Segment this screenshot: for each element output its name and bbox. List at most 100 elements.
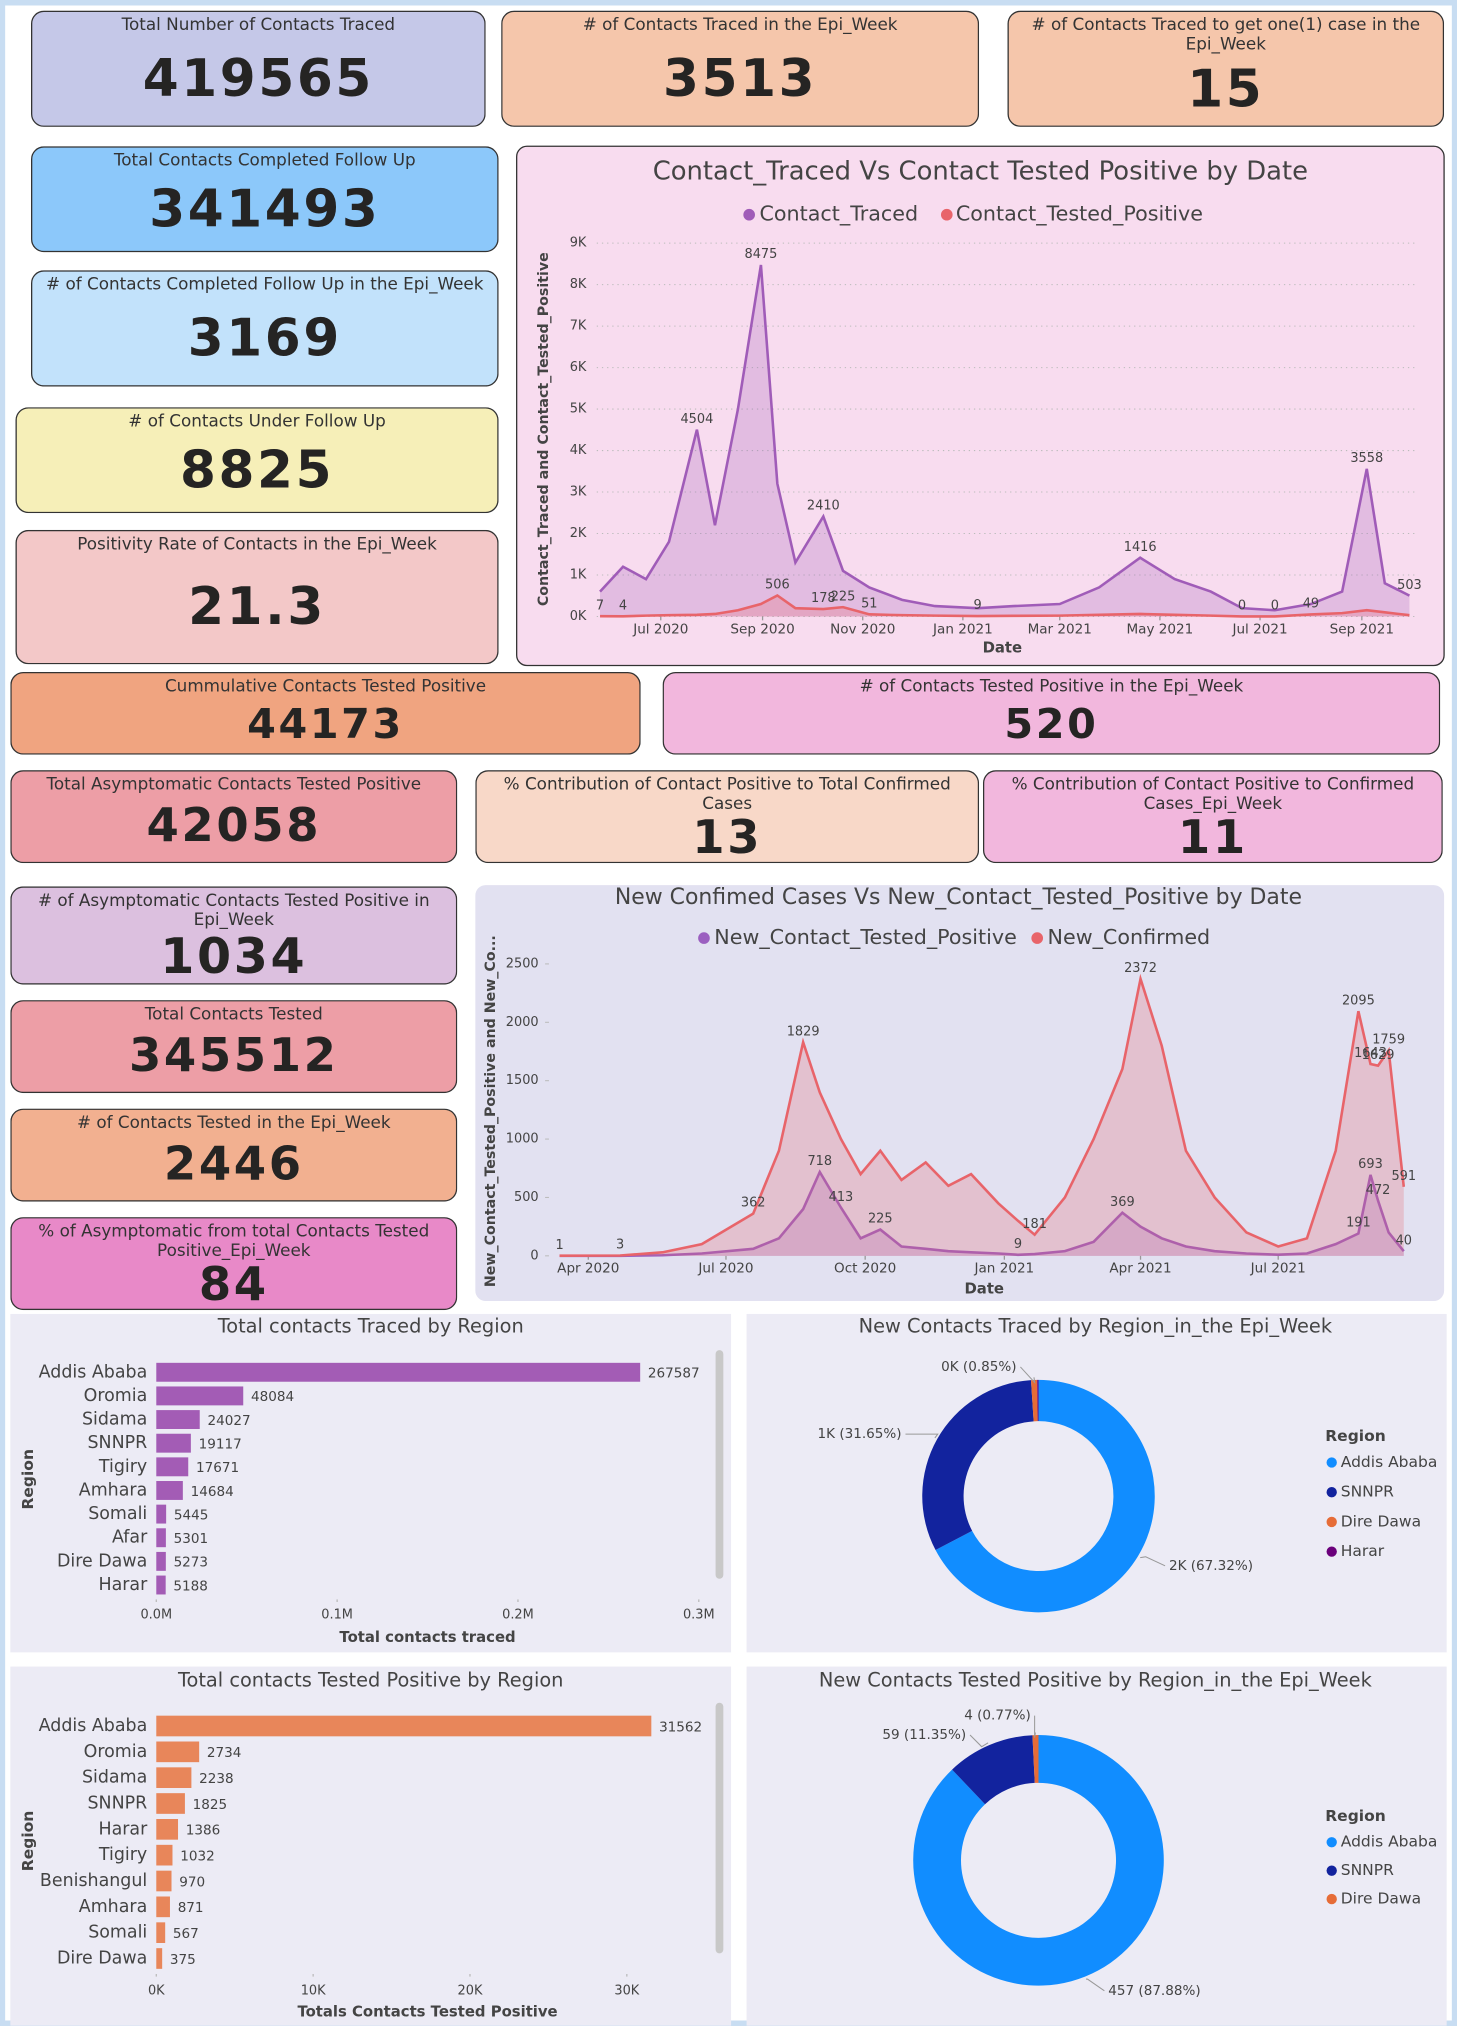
x-tick-label: Apr 2020: [557, 1261, 619, 1277]
bar: [156, 1870, 172, 1892]
leader-line: [969, 1734, 989, 1748]
category-label: Amhara: [79, 1897, 147, 1917]
x-tick-label: Sep 2021: [1330, 621, 1394, 637]
data-label: 181: [1022, 1217, 1047, 1232]
category-label: Dire Dawa: [57, 1949, 147, 1969]
kpi-value: 419565: [142, 50, 374, 110]
kpi-card: % of Asymptomatic from total Contacts Te…: [10, 1217, 458, 1311]
y-tick-label: 0: [530, 1248, 538, 1263]
kpi-title: # of Contacts Traced in the Epi_Week: [582, 15, 898, 36]
donut-slice: [952, 1735, 1035, 1805]
y-tick-label: 0K: [570, 609, 587, 624]
y-tick-label: 500: [514, 1190, 539, 1205]
chart-title: Contact_Traced Vs Contact Tested Positiv…: [653, 157, 1308, 187]
data-label: 14684: [191, 1484, 234, 1500]
bar: [156, 1575, 166, 1595]
y-tick-label: 8K: [570, 277, 587, 292]
kpi-card: # of Contacts Traced to get one(1) case …: [1007, 10, 1445, 127]
kpi-value: 11: [1177, 811, 1248, 864]
donut-slice: [1037, 1379, 1039, 1422]
legend-title: Region: [1325, 1427, 1386, 1445]
category-label: Afar: [112, 1528, 148, 1548]
legend-marker: [1326, 1516, 1337, 1528]
legend-label: New_Contact_Tested_Positive: [714, 925, 1017, 949]
kpi-title: # of Contacts Tested Positive in the Epi…: [859, 677, 1244, 697]
category-label: Somali: [88, 1923, 147, 1943]
legend-label: Contact_Traced: [760, 202, 919, 226]
x-tick-label: 0.0M: [140, 1607, 172, 1622]
kpi-card: # of Contacts Tested in the Epi_Week 2446: [10, 1108, 458, 1202]
data-label: 0: [1238, 599, 1246, 614]
data-label: 457 (87.88%): [1108, 1983, 1200, 1999]
bar: [156, 1504, 167, 1524]
kpi-value: 84: [198, 1258, 269, 1311]
chart-panel: [516, 145, 1445, 667]
data-label: 5445: [174, 1507, 208, 1523]
bar: [156, 1362, 641, 1382]
leader-line: [1140, 1556, 1166, 1567]
category-label: Harar: [98, 1575, 148, 1595]
data-label: 1759: [1372, 1033, 1405, 1048]
data-label: 2734: [207, 1745, 241, 1761]
legend-marker: [698, 932, 710, 944]
kpi-value: 1034: [160, 927, 308, 985]
chart-title: New Confimed Cases Vs New_Contact_Tested…: [615, 885, 1302, 910]
kpi-card-frame: Total Contacts Tested 345512: [10, 1000, 458, 1094]
kpi-title: Total Contacts Completed Follow Up: [113, 151, 416, 171]
leader-line: [1020, 1366, 1036, 1384]
legend-label: Dire Dawa: [1341, 1890, 1421, 1908]
data-label: 2372: [1124, 961, 1157, 976]
scrollbar: [715, 1350, 724, 1579]
kpi-card-frame: Total Number of Contacts Traced 419565: [31, 10, 486, 127]
area: [600, 595, 1410, 617]
line: [599, 264, 1411, 612]
y-tick-label: 7K: [570, 319, 587, 334]
bar: [156, 1528, 166, 1548]
kpi-card-frame: Positivity Rate of Contacts in the Epi_W…: [15, 529, 499, 665]
kpi-card: Cummulative Contacts Tested Positive 4417…: [10, 672, 641, 755]
data-label: 49: [1303, 597, 1319, 612]
data-label: 4: [619, 598, 627, 613]
line: [559, 973, 1406, 1258]
data-label: 871: [178, 1900, 204, 1916]
legend-label: SNNPR: [1341, 1861, 1394, 1879]
data-label: 2K (67.32%): [1169, 1558, 1253, 1574]
data-label: 3558: [1350, 451, 1383, 466]
legend-marker: [1326, 1457, 1337, 1468]
legend-marker: [1326, 1893, 1337, 1905]
category-label: Oromia: [84, 1386, 148, 1406]
x-tick-label: 10K: [301, 1983, 326, 1998]
legend-label: Harar: [1341, 1542, 1385, 1560]
chart-title: Total contacts Tested Positive by Region: [177, 1668, 563, 1691]
y-axis-title: Region: [19, 1811, 37, 1872]
category-label: Dire Dawa: [57, 1551, 147, 1571]
category-label: SNNPR: [88, 1794, 148, 1814]
legend-title: Region: [1325, 1807, 1386, 1825]
kpi-card-frame: Total Asymptomatic Contacts Tested Posit…: [10, 770, 458, 864]
data-label: 0: [1271, 599, 1279, 614]
data-label: 5301: [174, 1531, 208, 1547]
bar: [156, 1948, 163, 1969]
legend-label: Contact_Tested_Positive: [956, 202, 1203, 226]
kpi-value: 15: [1187, 59, 1265, 120]
data-label: 1032: [180, 1848, 214, 1864]
bar: [156, 1844, 173, 1866]
kpi-card: # of Contacts Traced in the Epi_Week 3513: [501, 10, 980, 127]
data-label: 9: [1014, 1237, 1022, 1252]
kpi-value: 3513: [663, 50, 818, 110]
category-label: Somali: [88, 1504, 147, 1524]
y-axis-title: Region: [19, 1449, 37, 1510]
category-label: Oromia: [84, 1742, 148, 1762]
kpi-title: Total Number of Contacts Traced: [121, 15, 396, 36]
category-label: SNNPR: [88, 1433, 148, 1453]
legend-marker: [1326, 1487, 1337, 1498]
x-tick-label: Nov 2020: [830, 621, 895, 637]
x-tick-label: Jul 2021: [1250, 1261, 1306, 1277]
data-label: 178: [811, 591, 836, 606]
legend-label: Addis Ababa: [1341, 1453, 1438, 1471]
data-label: 591: [1391, 1169, 1416, 1184]
kpi-title: % Contribution of Contact Positive to Co…: [1011, 775, 1415, 815]
data-label: 375: [170, 1952, 196, 1968]
bar: [156, 1551, 166, 1571]
